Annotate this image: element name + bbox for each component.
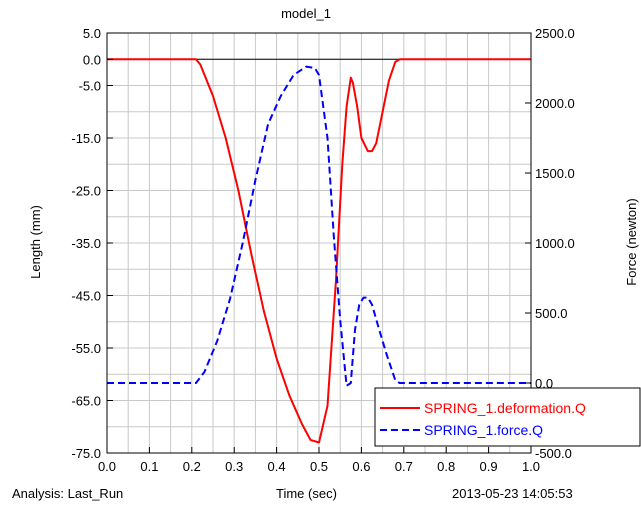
y-right-tick-label: 1500.0 [535, 166, 575, 181]
x-tick-label: 0.0 [98, 459, 116, 474]
x-tick-label: 1.0 [522, 459, 540, 474]
y-left-tick-label: -5.0 [79, 79, 101, 94]
y-left-tick-label: 5.0 [83, 26, 101, 41]
y-left-tick-label: -55.0 [71, 341, 101, 356]
x-axis-label: Time (sec) [276, 486, 337, 501]
y-axis-label-right: Force (newton) [624, 198, 639, 285]
y-left-tick-label: -35.0 [71, 236, 101, 251]
legend-label: SPRING_1.deformation.Q [424, 400, 586, 416]
legend-box [374, 387, 641, 447]
y-left-tick-label: -25.0 [71, 184, 101, 199]
y-right-tick-label: -500.0 [535, 446, 572, 461]
y-right-tick-label: 2500.0 [535, 26, 575, 41]
timestamp: 2013-05-23 14:05:53 [452, 486, 573, 501]
y-left-tick-label: -75.0 [71, 446, 101, 461]
x-tick-label: 0.4 [268, 459, 286, 474]
y-right-tick-label: 0.0 [535, 376, 553, 391]
x-tick-label: 0.3 [225, 459, 243, 474]
deformation-series-line [107, 58, 531, 444]
x-tick-label: 0.8 [437, 459, 455, 474]
legend: SPRING_1.deformation.Q SPRING_1.force.Q [374, 387, 641, 447]
x-tick-label: 0.7 [395, 459, 413, 474]
chart-title: model_1 [281, 6, 331, 21]
y-right-tick-label: 1000.0 [535, 236, 575, 251]
y-axis-label-left: Length (mm) [28, 205, 43, 279]
axis-ticks: 0.0 0.1 0.2 0.3 0.4 0.5 0.6 0.7 0.8 0.9 1.05.00.0-… [71, 26, 574, 474]
series-layer [107, 58, 531, 444]
legend-label: SPRING_1.force.Q [424, 422, 543, 438]
analysis-label: Analysis: Last_Run [12, 486, 124, 501]
x-tick-label: 0.5 [310, 459, 328, 474]
force-series-line [107, 65, 531, 387]
y-left-tick-label: -15.0 [71, 131, 101, 146]
y-left-tick-label: -65.0 [71, 394, 101, 409]
x-tick-label: 0.2 [183, 459, 201, 474]
y-left-tick-label: -45.0 [71, 289, 101, 304]
y-right-tick-label: 2000.0 [535, 96, 575, 111]
x-tick-label: 0.9 [480, 459, 498, 474]
x-tick-label: 0.6 [352, 459, 370, 474]
y-right-tick-label: 500.0 [535, 306, 568, 321]
x-tick-label: 0.1 [140, 459, 158, 474]
y-left-tick-label: 0.0 [83, 52, 101, 67]
